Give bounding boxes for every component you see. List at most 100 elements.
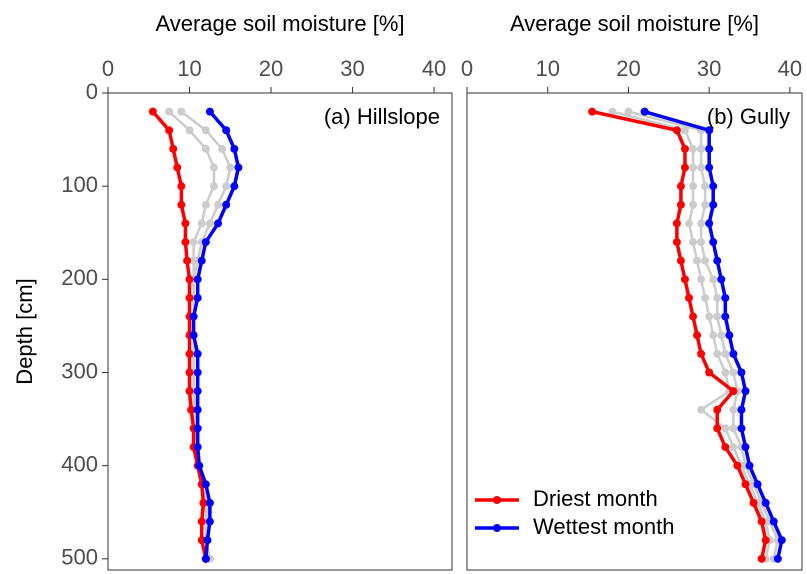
data-point <box>689 238 698 247</box>
data-point <box>709 331 718 340</box>
data-point <box>689 163 698 172</box>
data-point <box>230 182 239 191</box>
data-point <box>721 424 730 433</box>
data-point <box>209 182 218 191</box>
x-tick-label: 0 <box>102 56 114 81</box>
data-point <box>717 275 726 284</box>
data-point <box>193 368 202 377</box>
y-tick-label: 100 <box>61 172 98 197</box>
data-point <box>705 163 714 172</box>
legend-label: Wettest month <box>533 514 674 539</box>
data-point <box>701 200 710 209</box>
data-point <box>773 554 782 563</box>
data-point <box>729 387 738 396</box>
data-point <box>757 517 766 526</box>
data-point <box>201 144 210 153</box>
data-point <box>741 443 750 452</box>
data-point <box>624 107 633 116</box>
data-point <box>729 424 738 433</box>
legend-label: Driest month <box>533 486 658 511</box>
data-point <box>197 219 206 228</box>
panel-label: (a) Hillslope <box>324 104 440 129</box>
data-point <box>205 107 214 116</box>
data-point <box>729 443 738 452</box>
data-point <box>721 349 730 358</box>
data-point <box>689 200 698 209</box>
data-point <box>761 498 770 507</box>
data-point <box>187 405 196 414</box>
data-point <box>749 498 758 507</box>
data-point <box>701 293 710 302</box>
data-point <box>697 144 706 153</box>
data-point <box>721 368 730 377</box>
data-point <box>729 368 738 377</box>
x-axis-title: Average soil moisture [%] <box>510 11 759 36</box>
y-tick-label: 0 <box>86 79 98 104</box>
data-point <box>676 200 685 209</box>
data-point <box>214 200 223 209</box>
x-tick-label: 10 <box>535 56 559 81</box>
data-point <box>684 219 693 228</box>
data-point <box>185 349 194 358</box>
data-point <box>753 480 762 489</box>
data-point <box>185 275 194 284</box>
data-point <box>672 126 681 135</box>
data-point <box>721 312 730 321</box>
data-point <box>709 200 718 209</box>
data-point <box>222 126 231 135</box>
data-point <box>757 554 766 563</box>
panel-frame <box>466 92 803 571</box>
data-point <box>193 405 202 414</box>
data-point <box>193 349 202 358</box>
data-point <box>709 182 718 191</box>
data-point <box>721 443 730 452</box>
series-line <box>151 110 208 560</box>
data-point <box>222 200 231 209</box>
data-point <box>185 368 194 377</box>
data-point <box>608 107 617 116</box>
data-point <box>185 293 194 302</box>
data-point <box>693 331 702 340</box>
data-point <box>733 461 742 470</box>
x-tick-label: 20 <box>616 56 640 81</box>
data-point <box>672 238 681 247</box>
data-point <box>177 182 186 191</box>
data-point <box>189 312 198 321</box>
data-point <box>713 349 722 358</box>
panel-frame <box>107 92 453 571</box>
data-point <box>234 163 243 172</box>
data-point <box>761 536 770 545</box>
data-point <box>203 536 212 545</box>
data-point <box>689 144 698 153</box>
data-point <box>680 275 689 284</box>
data-point <box>193 387 202 396</box>
panel-label: (b) Gully <box>707 104 790 129</box>
data-point <box>205 219 214 228</box>
data-point <box>741 387 750 396</box>
data-point <box>705 312 714 321</box>
x-tick-label: 30 <box>340 56 364 81</box>
data-point <box>717 331 726 340</box>
x-tick-label: 40 <box>422 56 446 81</box>
data-point <box>689 182 698 191</box>
data-point <box>185 126 194 135</box>
data-point <box>697 238 706 247</box>
data-point <box>197 256 206 265</box>
data-point <box>218 144 227 153</box>
data-point <box>185 387 194 396</box>
data-point <box>169 144 178 153</box>
data-point <box>729 349 738 358</box>
data-point <box>689 312 698 321</box>
data-point <box>713 256 722 265</box>
data-point <box>737 368 746 377</box>
y-axis-title: Depth [cm] <box>12 278 37 384</box>
data-point <box>205 498 214 507</box>
data-point <box>226 163 235 172</box>
data-point <box>181 219 190 228</box>
data-point <box>680 163 689 172</box>
data-point <box>199 498 208 507</box>
data-point <box>177 200 186 209</box>
x-tick-label: 30 <box>697 56 721 81</box>
series-line <box>191 110 241 559</box>
